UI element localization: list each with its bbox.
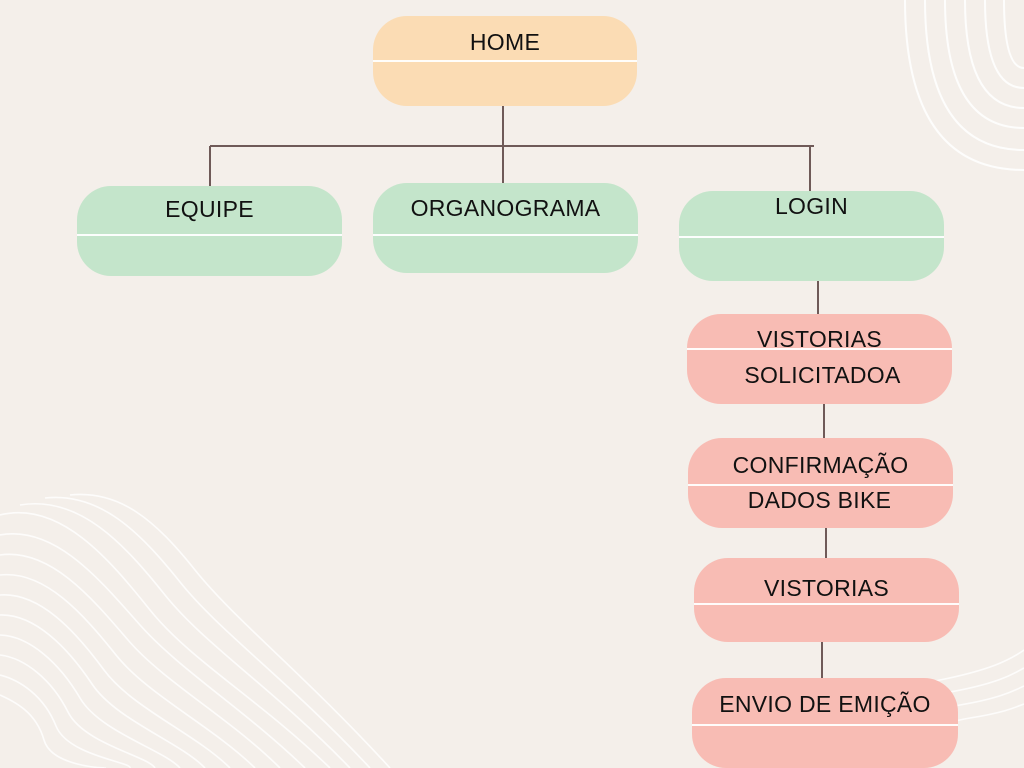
node-vistorias-solicitadoa-line1: VISTORIAS (757, 326, 882, 352)
node-vistorias-label: VISTORIAS (764, 575, 889, 601)
node-envio-label: ENVIO DE EMIÇÃO (719, 691, 931, 717)
node-confirmacao-line1: CONFIRMAÇÃO (732, 452, 909, 478)
node-confirmacao-dados-bike: CONFIRMAÇÃO DADOS BIKE (688, 438, 953, 528)
node-envio-de-emicao: ENVIO DE EMIÇÃO (692, 678, 958, 768)
node-vistorias-solicitadoa-line2: SOLICITADOA (744, 362, 901, 388)
node-login-label: LOGIN (774, 193, 849, 219)
node-confirmacao-line2: DADOS BIKE (747, 487, 892, 513)
node-equipe-label: EQUIPE (165, 196, 254, 222)
node-equipe: EQUIPE (77, 186, 342, 276)
node-login: LOGIN (679, 191, 944, 281)
node-organograma: ORGANOGRAMA (373, 183, 638, 273)
node-home-label: HOME (469, 29, 541, 55)
node-home: HOME (373, 16, 637, 106)
node-organograma-label: ORGANOGRAMA (410, 195, 601, 221)
node-vistorias: VISTORIAS (694, 558, 959, 642)
node-vistorias-solicitadoa: VISTORIAS SOLICITADOA (687, 314, 952, 404)
